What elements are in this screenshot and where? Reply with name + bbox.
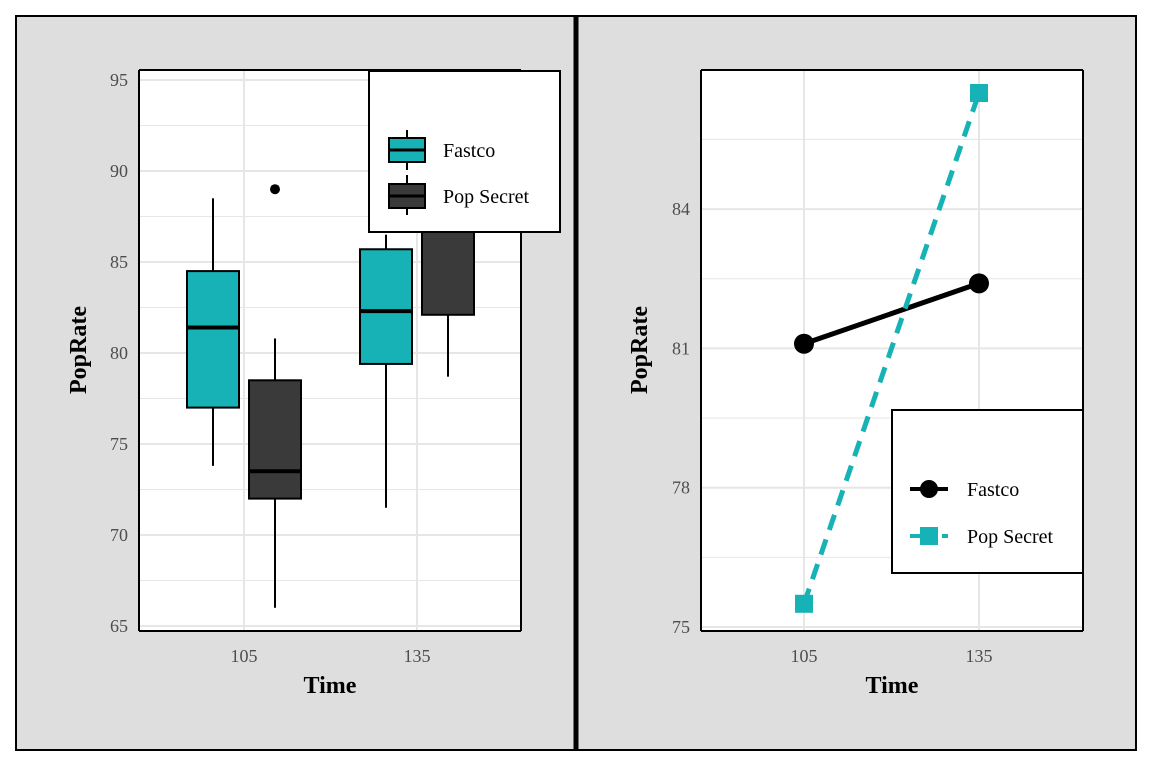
y-tick-label: 85 <box>110 252 128 272</box>
legend-label-fastco: Fastco <box>443 140 495 162</box>
legend-key-popsecret-marker <box>920 527 938 545</box>
legend-label-fastco-line: Fastco <box>967 479 1019 501</box>
line-y-axis-title: PopRate <box>627 306 653 394</box>
legend-label-popsecret: Pop Secret <box>443 186 530 208</box>
y-tick-label: 65 <box>110 616 128 636</box>
data-point <box>969 273 989 294</box>
legend-key-fastco-marker <box>920 480 938 498</box>
y-tick-label: 95 <box>110 70 128 90</box>
y-tick-label: 75 <box>110 434 128 454</box>
line-x-tick-labels: 105 135 <box>791 646 993 666</box>
y-tick-label: 81 <box>672 338 690 358</box>
boxplot-y-axis-title: PopRate <box>66 306 92 394</box>
line-series <box>794 84 989 613</box>
box-outlier <box>270 184 280 195</box>
y-tick-label: 90 <box>110 161 128 181</box>
x-tick-label: 105 <box>231 646 258 666</box>
boxplot-x-tick-labels: 105 135 <box>231 646 431 666</box>
y-tick-label: 75 <box>672 617 690 637</box>
data-point <box>794 333 814 354</box>
data-point <box>970 84 988 102</box>
line-legend: Fastco Pop Secret <box>891 409 1084 574</box>
box-iqr <box>186 270 240 409</box>
y-tick-label: 78 <box>672 478 690 498</box>
x-tick-label: 105 <box>791 646 818 666</box>
series-line <box>803 281 980 347</box>
series-line <box>801 92 982 605</box>
x-tick-label: 135 <box>966 646 993 666</box>
y-tick-label: 84 <box>672 199 690 219</box>
boxplot-x-axis-title: Time <box>304 673 357 699</box>
line-y-tick-labels: 75 78 81 84 <box>672 199 690 637</box>
x-tick-label: 135 <box>404 646 431 666</box>
box-iqr <box>248 379 302 500</box>
boxplot-y-tick-labels: 65 70 75 80 85 90 95 <box>110 70 128 636</box>
y-tick-label: 80 <box>110 343 128 363</box>
data-point <box>795 594 813 613</box>
box-iqr <box>359 248 413 365</box>
boxplot-legend: Fastco Pop Secret <box>368 70 561 233</box>
y-tick-label: 70 <box>110 525 128 545</box>
boxplot-panel: 65 70 75 80 85 90 95 105 135 Time PopRate Fastc… <box>15 15 577 751</box>
line-panel: 75 78 81 84 105 135 Time PopRate Fastco Pop … <box>573 15 1137 751</box>
line-x-axis-title: Time <box>866 673 919 699</box>
legend-label-popsecret-line: Pop Secret <box>967 526 1054 548</box>
